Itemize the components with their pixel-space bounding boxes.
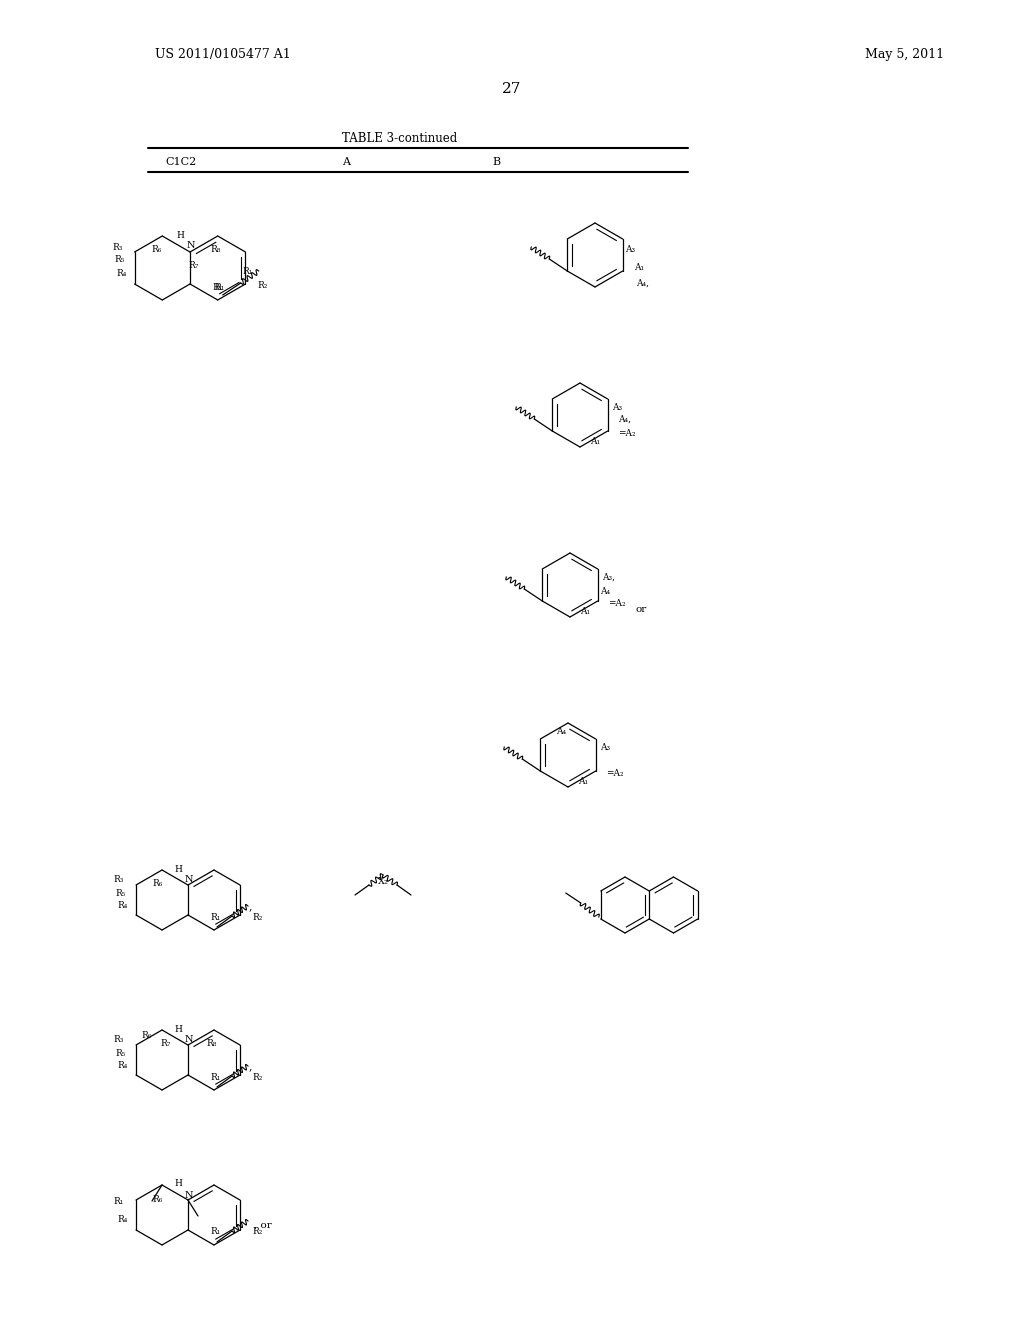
Text: or: or bbox=[636, 605, 647, 614]
Text: A₃: A₃ bbox=[600, 742, 610, 751]
Text: R₈: R₈ bbox=[207, 1040, 217, 1048]
Text: R₂: R₂ bbox=[252, 1072, 262, 1081]
Text: A₃,: A₃, bbox=[602, 573, 614, 582]
Text: R₆: R₆ bbox=[153, 879, 163, 888]
Text: A₁: A₁ bbox=[634, 264, 644, 272]
Text: A: A bbox=[342, 157, 350, 168]
Text: R₂: R₂ bbox=[252, 1228, 262, 1237]
Text: N: N bbox=[184, 1035, 194, 1044]
Text: C1C2: C1C2 bbox=[165, 157, 197, 168]
Text: X₂: X₂ bbox=[378, 876, 388, 886]
Text: A₄: A₄ bbox=[600, 586, 610, 595]
Text: A₁: A₁ bbox=[590, 437, 600, 446]
Text: R₂: R₂ bbox=[252, 912, 262, 921]
Text: R₇: R₇ bbox=[188, 260, 200, 269]
Text: R₂: R₂ bbox=[257, 281, 268, 290]
Text: R₅: R₅ bbox=[115, 256, 125, 264]
Text: =A₂: =A₂ bbox=[617, 429, 635, 438]
Text: R₁: R₁ bbox=[213, 284, 223, 293]
Text: B: B bbox=[492, 157, 500, 168]
Text: ,: , bbox=[248, 1061, 252, 1071]
Text: R₃: R₃ bbox=[114, 875, 124, 884]
Text: H: H bbox=[174, 1024, 182, 1034]
Text: R₈: R₈ bbox=[211, 244, 221, 253]
Text: A₃: A₃ bbox=[611, 403, 622, 412]
Text: A₁: A₁ bbox=[580, 607, 590, 616]
Text: A₄,: A₄, bbox=[636, 279, 649, 288]
Text: , or: , or bbox=[254, 1221, 271, 1229]
Text: A₄,: A₄, bbox=[617, 414, 631, 424]
Text: R₁: R₁ bbox=[215, 282, 225, 292]
Text: A₃: A₃ bbox=[625, 244, 635, 253]
Text: R₁: R₁ bbox=[211, 912, 221, 921]
Text: R₃: R₃ bbox=[114, 1035, 124, 1044]
Text: US 2011/0105477 A1: US 2011/0105477 A1 bbox=[155, 48, 291, 61]
Text: N: N bbox=[184, 1191, 194, 1200]
Text: R₆: R₆ bbox=[153, 1195, 163, 1204]
Text: R₆: R₆ bbox=[141, 1031, 152, 1040]
Text: R₁: R₁ bbox=[243, 268, 253, 276]
Text: N: N bbox=[184, 875, 194, 884]
Text: R₃: R₃ bbox=[113, 243, 123, 252]
Text: R₅: R₅ bbox=[116, 888, 126, 898]
Text: A₄: A₄ bbox=[556, 726, 566, 735]
Text: R₁: R₁ bbox=[114, 1197, 124, 1206]
Text: May 5, 2011: May 5, 2011 bbox=[865, 48, 944, 61]
Text: H: H bbox=[176, 231, 184, 240]
Text: R₁: R₁ bbox=[211, 1072, 221, 1081]
Text: H: H bbox=[174, 1180, 182, 1188]
Text: R₄: R₄ bbox=[116, 269, 127, 279]
Text: N: N bbox=[186, 242, 196, 251]
Text: H: H bbox=[174, 865, 182, 874]
Text: =A₂: =A₂ bbox=[607, 599, 626, 609]
Text: R₆: R₆ bbox=[152, 244, 162, 253]
Text: R₄: R₄ bbox=[118, 1060, 128, 1069]
Text: R₄: R₄ bbox=[118, 1216, 128, 1225]
Text: 27: 27 bbox=[503, 82, 521, 96]
Text: R₄: R₄ bbox=[118, 900, 128, 909]
Text: =A₂: =A₂ bbox=[606, 770, 624, 779]
Text: A₁: A₁ bbox=[578, 777, 588, 787]
Text: R₁: R₁ bbox=[211, 1228, 221, 1237]
Text: R₇: R₇ bbox=[161, 1040, 171, 1048]
Text: ,: , bbox=[248, 902, 252, 911]
Text: R₅: R₅ bbox=[116, 1048, 126, 1057]
Text: TABLE 3-continued: TABLE 3-continued bbox=[342, 132, 458, 144]
